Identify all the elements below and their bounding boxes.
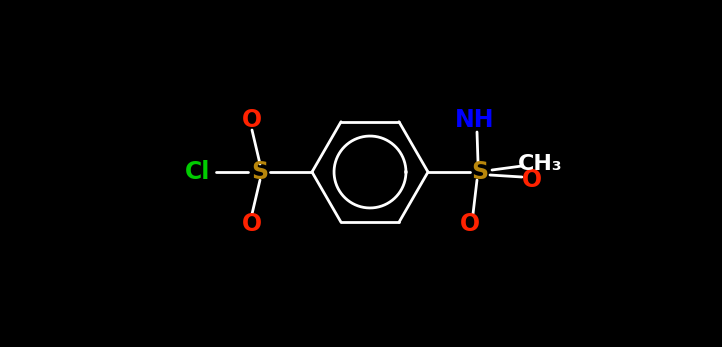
Text: O: O	[242, 108, 262, 132]
Text: S: S	[471, 160, 489, 184]
Text: CH₃: CH₃	[518, 154, 562, 174]
Text: S: S	[251, 160, 269, 184]
Text: O: O	[460, 212, 480, 236]
Text: Cl: Cl	[186, 160, 211, 184]
Text: NH: NH	[456, 108, 495, 132]
Text: O: O	[522, 168, 542, 192]
Text: O: O	[242, 212, 262, 236]
